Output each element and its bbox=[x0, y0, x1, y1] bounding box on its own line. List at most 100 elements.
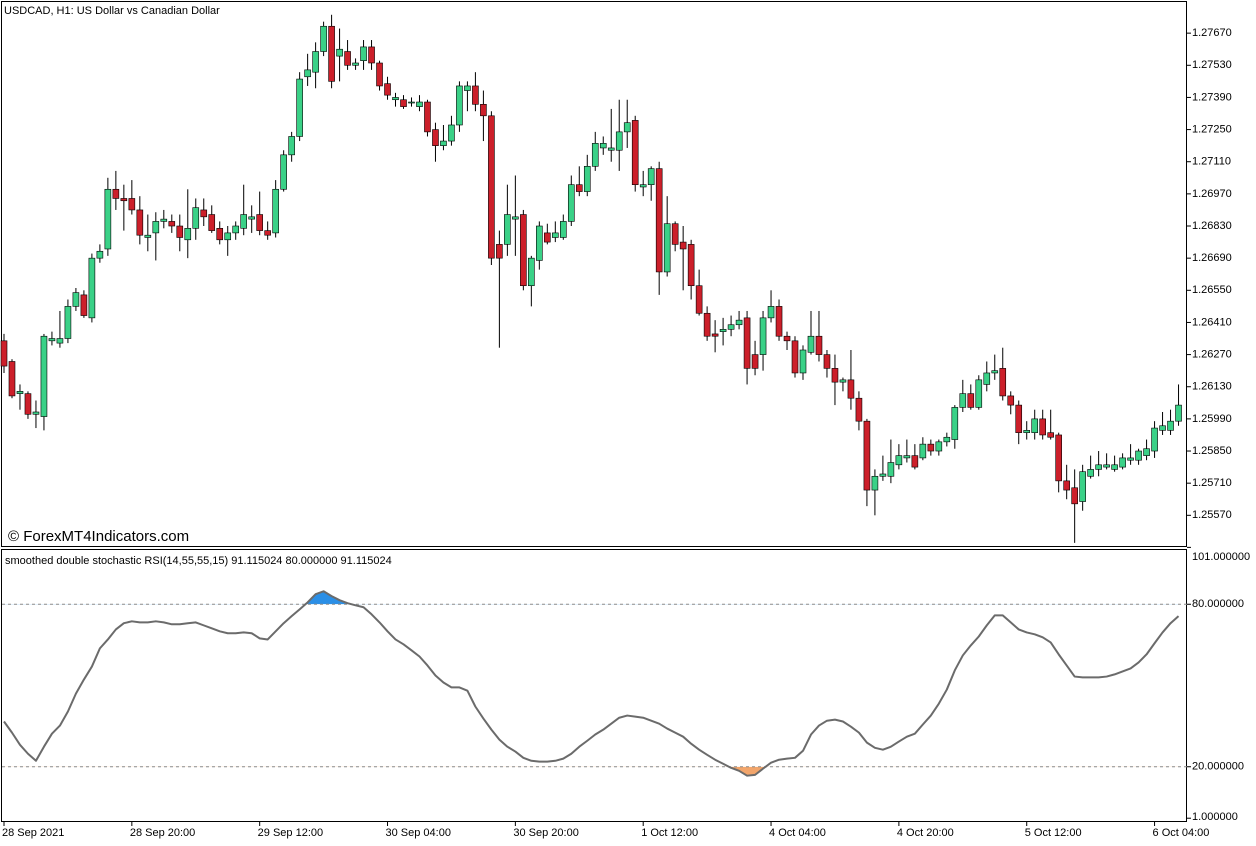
candle-body bbox=[472, 85, 479, 105]
y-tick-label: 1.26410 bbox=[1192, 316, 1232, 328]
candle-body bbox=[480, 104, 487, 117]
candle-body bbox=[1007, 395, 1015, 406]
indicator-pane bbox=[2, 590, 1187, 777]
candle-body bbox=[663, 223, 671, 273]
candle-body bbox=[264, 230, 271, 236]
indicator-title: smoothed double stochastic RSI(14,55,55,… bbox=[5, 555, 392, 567]
x-tick-label: 4 Oct 04:00 bbox=[769, 827, 826, 839]
candle-body bbox=[208, 214, 216, 231]
candle-body bbox=[831, 368, 839, 383]
candle-body bbox=[847, 379, 855, 399]
candle-body bbox=[320, 25, 327, 52]
indicator-pane-frame bbox=[1, 549, 1187, 822]
candle-body bbox=[1055, 434, 1062, 482]
candle-body bbox=[1167, 420, 1174, 431]
candle-body bbox=[895, 455, 903, 466]
x-tick-label: 4 Oct 20:00 bbox=[897, 827, 954, 839]
candle-body bbox=[943, 436, 951, 443]
candle-body bbox=[168, 221, 176, 227]
candle-body bbox=[599, 143, 607, 149]
candle-body bbox=[983, 372, 991, 385]
y-tick-label: 1.27390 bbox=[1192, 91, 1232, 103]
candle-body bbox=[496, 244, 503, 259]
candle-body bbox=[432, 129, 439, 146]
candle-body bbox=[759, 317, 767, 355]
candle-body bbox=[336, 48, 343, 57]
candle-body bbox=[368, 46, 375, 64]
candle-body bbox=[671, 223, 679, 245]
candle-body bbox=[1159, 425, 1166, 431]
y-tick-label: 1.27250 bbox=[1192, 123, 1232, 135]
candle-body bbox=[863, 420, 871, 491]
candle-body bbox=[647, 168, 655, 185]
candle-body bbox=[504, 214, 511, 245]
candle-body bbox=[256, 214, 263, 231]
candle-body bbox=[823, 354, 831, 369]
candle-body bbox=[512, 216, 519, 220]
candle-body bbox=[552, 232, 559, 238]
candle-body bbox=[583, 166, 591, 192]
candle-body bbox=[80, 294, 88, 316]
candle-body bbox=[1087, 469, 1094, 477]
x-tick-label: 1 Oct 12:00 bbox=[641, 827, 698, 839]
x-tick-label: 30 Sep 04:00 bbox=[386, 827, 451, 839]
candle-body bbox=[1095, 464, 1102, 470]
candle-body bbox=[1175, 404, 1182, 422]
candle-body bbox=[679, 241, 687, 250]
candle-body bbox=[488, 115, 495, 259]
candle-body bbox=[1079, 471, 1086, 502]
candle-body bbox=[1135, 450, 1142, 461]
candle-body bbox=[615, 131, 623, 151]
candle-body bbox=[935, 441, 943, 452]
candle-body bbox=[72, 292, 80, 307]
candle-body bbox=[360, 46, 367, 61]
chart-title: USDCAD, H1: US Dollar vs Canadian Dollar bbox=[4, 5, 220, 17]
candle-body bbox=[871, 475, 879, 491]
candle-body bbox=[879, 473, 887, 477]
candle-body bbox=[416, 101, 423, 107]
x-tick-label: 28 Sep 2021 bbox=[2, 827, 64, 839]
candle-body bbox=[927, 443, 935, 452]
candle-body bbox=[304, 69, 311, 78]
candle-body bbox=[719, 329, 727, 332]
candle-body bbox=[687, 244, 695, 287]
candle-body bbox=[200, 209, 208, 218]
y-tick-label: 1.25990 bbox=[1192, 413, 1232, 425]
candle-body bbox=[216, 228, 224, 241]
candle-body bbox=[248, 216, 255, 220]
indicator-line bbox=[3, 590, 1180, 777]
candle-body bbox=[1047, 432, 1054, 438]
candle-body bbox=[40, 335, 48, 417]
y-tick-label: 1.26550 bbox=[1192, 284, 1232, 296]
watermark: © ForexMT4Indicators.com bbox=[8, 528, 189, 545]
candle-body bbox=[839, 379, 847, 383]
candle-body bbox=[144, 234, 152, 238]
candle-body bbox=[1063, 480, 1070, 491]
y-tick-label: 20.000000 bbox=[1192, 761, 1244, 773]
x-tick-label: 30 Sep 20:00 bbox=[513, 827, 578, 839]
candle-body bbox=[727, 324, 735, 330]
candle-body bbox=[591, 143, 599, 167]
candle-body bbox=[567, 184, 575, 222]
candle-body bbox=[775, 306, 783, 337]
candle-body bbox=[1015, 404, 1023, 433]
candle-body bbox=[0, 340, 8, 367]
y-tick-label: 1.27670 bbox=[1192, 27, 1232, 39]
candle-body bbox=[56, 338, 64, 344]
candle-body bbox=[384, 83, 391, 96]
candle-body bbox=[296, 78, 303, 137]
candle-body bbox=[1151, 427, 1158, 452]
x-tick-label: 29 Sep 12:00 bbox=[258, 827, 323, 839]
candle-body bbox=[88, 257, 96, 319]
candle-body bbox=[448, 124, 455, 142]
candle-body bbox=[224, 232, 232, 241]
candle-body bbox=[96, 250, 104, 259]
candle-body bbox=[1039, 418, 1046, 436]
candle-body bbox=[240, 214, 247, 229]
candle-body bbox=[184, 228, 192, 241]
candle-body bbox=[520, 214, 527, 287]
candle-body bbox=[1071, 487, 1078, 505]
candle-body bbox=[855, 397, 863, 422]
